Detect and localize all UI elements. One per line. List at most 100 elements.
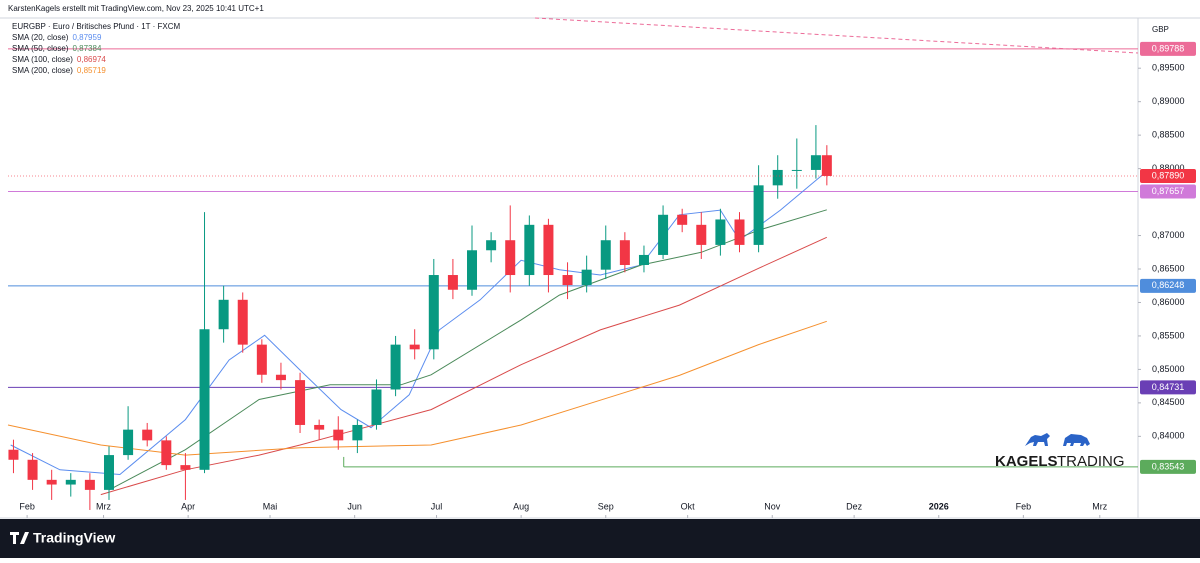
legend-title: EURGBP · Euro / Britisches Pfund · 1T · … [12, 22, 181, 31]
x-tick-label: Feb [19, 501, 35, 511]
candle-body [390, 344, 401, 390]
candle-body [524, 224, 535, 276]
candle-body [84, 479, 95, 490]
y-tick-label: 0,89500 [1152, 63, 1185, 73]
legend-entry: SMA (100, close) [12, 55, 73, 64]
candle-body [103, 455, 114, 490]
legend-entry: SMA (20, close) [12, 33, 69, 42]
level-box [1140, 184, 1196, 199]
level-box [1140, 459, 1196, 474]
legend-value: 0,86974 [77, 55, 106, 64]
candle-body [199, 329, 210, 470]
candle-body [371, 389, 382, 425]
x-tick-label: Mai [263, 501, 278, 511]
sma-line [108, 209, 827, 491]
x-tick-label: Nov [764, 501, 781, 511]
x-tick-label: Sep [598, 501, 614, 511]
y-tick-label: 0,89000 [1152, 96, 1185, 106]
candle-body [581, 269, 592, 286]
legend-value: 0,85719 [77, 66, 106, 75]
y-tick-label: 0,86500 [1152, 263, 1185, 273]
brand-logo: KAGELS TRADING [995, 433, 1125, 470]
y-tick-label: 0,88500 [1152, 130, 1185, 140]
y-tick-label: 0,85000 [1152, 364, 1185, 374]
x-tick-label: 2026 [929, 501, 949, 511]
level-label: 0,83543 [1152, 461, 1185, 471]
candle-body [275, 374, 286, 381]
candle-body [333, 429, 344, 441]
candle-body [562, 275, 573, 286]
candle-body [352, 424, 363, 441]
legend-value: 0,87959 [72, 33, 101, 42]
candle-body [677, 214, 688, 225]
candle-body [428, 275, 439, 350]
level-box [1140, 41, 1196, 56]
y-tick-label: 0,88000 [1152, 163, 1185, 173]
candle-body [46, 479, 57, 485]
candle-body [543, 224, 554, 276]
y-tick-label: 0,85500 [1152, 330, 1185, 340]
candle-body [295, 380, 306, 425]
y-tick-label: 0,86000 [1152, 297, 1185, 307]
candle-body [161, 440, 172, 466]
x-tick-label: Jun [347, 501, 362, 511]
y-tick-label: 0,84000 [1152, 431, 1185, 441]
candle-body [142, 429, 153, 441]
x-tick-label: Apr [181, 501, 195, 511]
candle-body [486, 240, 497, 251]
sma-line [100, 236, 828, 496]
candle-body [8, 449, 19, 460]
legend-entry: SMA (200, close) [12, 66, 73, 75]
legend-entry: SMA (50, close) [12, 44, 69, 53]
level-label: 0,86248 [1152, 280, 1185, 290]
brand-bold: KAGELS [995, 453, 1058, 470]
x-tick-label: Mrz [96, 501, 111, 511]
trend-line [534, 17, 1139, 54]
candle-body [696, 224, 707, 245]
candle-body [409, 344, 420, 350]
bull-icon [1025, 433, 1050, 446]
candle-body [256, 344, 267, 375]
candle-body [600, 240, 611, 270]
level-box [1140, 380, 1196, 395]
candle-body [180, 465, 191, 470]
level-label: 0,89788 [1152, 43, 1185, 53]
candle-body [218, 299, 229, 330]
candle-body [734, 219, 745, 245]
x-tick-label: Mrz [1092, 501, 1107, 511]
candle-body [715, 219, 726, 245]
candle-body [791, 169, 802, 171]
x-tick-label: Feb [1016, 501, 1032, 511]
last-price-box [1140, 168, 1196, 183]
candle-body [753, 185, 764, 245]
candle-body [821, 155, 832, 176]
x-tick-label: Okt [681, 501, 696, 511]
candle-body [467, 250, 478, 290]
bear-icon [1063, 434, 1090, 446]
footer-bar [0, 519, 1200, 558]
candle-body [447, 275, 458, 290]
level-box [1140, 278, 1196, 293]
y-tick-label: 0,84500 [1152, 397, 1185, 407]
last-price-label: 0,87890 [1152, 170, 1185, 180]
candle-body [65, 479, 76, 485]
x-tick-label: Jul [431, 501, 443, 511]
candle-body [810, 155, 821, 170]
candle-body [658, 214, 669, 255]
x-tick-label: Dez [846, 501, 863, 511]
currency: GBP [1152, 25, 1169, 34]
header: KarstenKagels erstellt mit TradingView.c… [8, 4, 264, 13]
candle-body [619, 240, 630, 265]
footer-logo [10, 532, 29, 544]
candle-body [772, 169, 783, 186]
candle-body [638, 254, 649, 265]
candle-body [505, 240, 516, 276]
sma-line [7, 320, 827, 456]
candle-body [314, 424, 325, 430]
candle-body [237, 299, 248, 345]
level-label: 0,87657 [1152, 186, 1185, 196]
level-label: 0,84731 [1152, 382, 1185, 392]
candle-body [27, 459, 38, 480]
footer-brand: TradingView [33, 530, 115, 546]
